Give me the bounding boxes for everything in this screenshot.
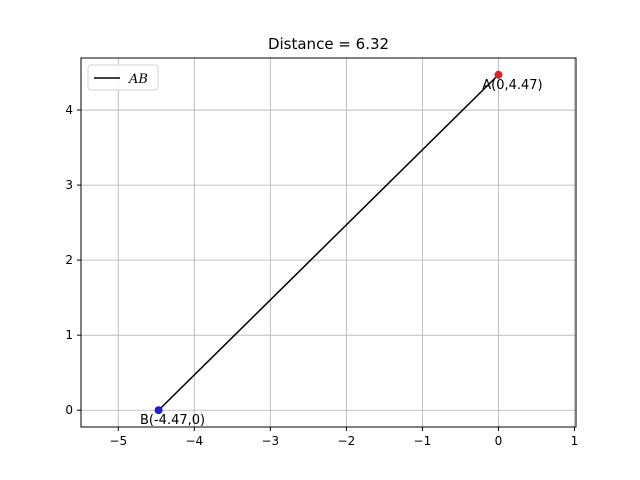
point-b-label: B(-4.47,0) [140, 413, 205, 428]
x-tick-label: −4 [185, 434, 203, 448]
series-layer [158, 74, 499, 411]
y-tick-label: 0 [65, 403, 73, 417]
x-tick-label: −3 [261, 434, 279, 448]
point-b-marker [154, 406, 163, 415]
y-tick-label: 4 [65, 103, 73, 117]
legend: AB [87, 64, 159, 91]
legend-label-ab: AB [128, 72, 148, 87]
points-layer: A(0,4.47) B(-4.47,0) [140, 70, 543, 428]
x-tick-label: −1 [414, 434, 432, 448]
x-tick-label: 1 [571, 434, 579, 448]
y-tick-label: 1 [65, 328, 73, 342]
y-tick-label: 3 [65, 178, 73, 192]
series-line-ab [158, 74, 499, 411]
grid [81, 58, 576, 427]
chart-title: Distance = 6.32 [268, 35, 389, 53]
point-a-marker [494, 70, 503, 79]
point-a-label: A(0,4.47) [482, 78, 542, 93]
ticks: −5 −4 −3 −2 −1 0 1 0 1 2 3 4 [65, 103, 578, 448]
plot-frame [80, 57, 577, 428]
x-tick-label: −5 [109, 434, 127, 448]
x-tick-label: −2 [338, 434, 356, 448]
legend-box [87, 64, 159, 91]
y-tick-label: 2 [65, 253, 73, 267]
x-tick-label: 0 [495, 434, 503, 448]
